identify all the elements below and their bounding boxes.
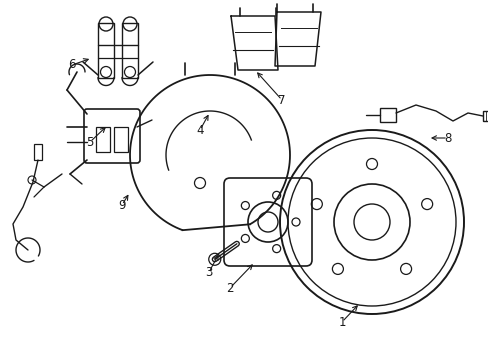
Text: 6: 6	[68, 58, 76, 72]
Text: 5: 5	[86, 135, 94, 149]
Bar	[122, 22, 138, 77]
Bar	[96, 127, 110, 152]
Text: 7: 7	[278, 94, 285, 107]
Text: 2: 2	[226, 282, 233, 294]
Text: 1: 1	[338, 315, 345, 328]
Bar	[98, 22, 114, 77]
Bar	[114, 127, 128, 152]
Text: 3: 3	[205, 266, 212, 279]
Text: 8: 8	[444, 131, 451, 144]
Bar	[482, 111, 488, 121]
Text: 9: 9	[118, 198, 125, 212]
Text: 4: 4	[196, 123, 203, 136]
Bar	[379, 108, 395, 122]
Bar	[34, 144, 42, 160]
